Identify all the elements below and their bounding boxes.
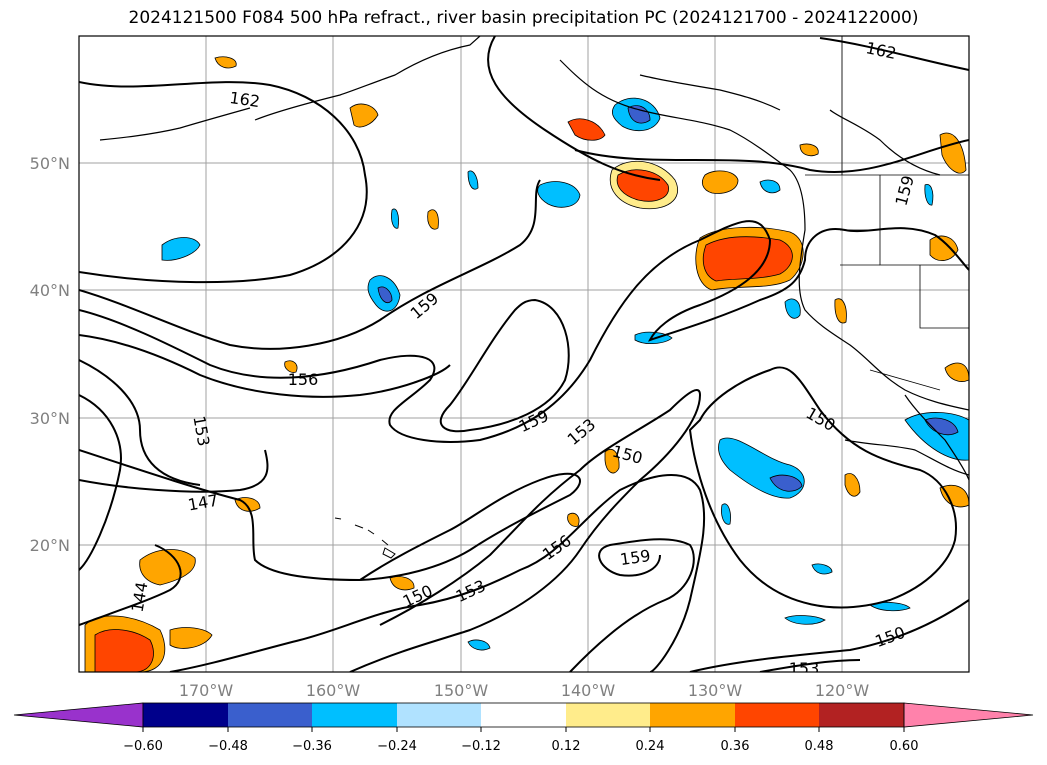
lat-label-50n: 50°N xyxy=(30,154,70,173)
positive-anomaly-patch xyxy=(702,236,793,282)
map-frame xyxy=(78,35,970,673)
colorbar-segment xyxy=(312,703,397,727)
positive-anomaly-patch xyxy=(389,576,415,591)
colorbar-segment xyxy=(228,703,312,727)
positive-anomaly-patch xyxy=(284,360,298,373)
latitude-labels: 50°N 40°N 30°N 20°N xyxy=(30,154,70,555)
hawaiian-islands xyxy=(334,517,396,559)
lat-label-40n: 40°N xyxy=(30,281,70,300)
positive-anomaly-patch xyxy=(701,170,739,194)
colorbar-segment xyxy=(481,703,566,727)
colorbar-ticks xyxy=(142,727,905,732)
negative-anomaly-patch xyxy=(161,237,201,261)
colorbar: −0.60 −0.48 −0.36 −0.24 −0.12 0.12 0.24 … xyxy=(13,702,1034,754)
positive-anomaly-patch xyxy=(834,298,847,324)
colorbar-segment xyxy=(819,703,904,727)
map-area xyxy=(79,36,969,672)
colorbar-tick-label: −0.48 xyxy=(208,739,248,754)
map-title: 2024121500 F084 500 hPa refract., river … xyxy=(128,8,919,28)
colorbar-tick-label: −0.36 xyxy=(292,739,332,754)
positive-anomaly-patch xyxy=(427,209,439,230)
negative-anomaly-patch xyxy=(537,181,581,208)
gridlines xyxy=(79,36,969,672)
precip-anomaly-patches xyxy=(84,56,969,672)
negative-anomaly-patch xyxy=(627,105,651,124)
colorbar-tick-label: 0.12 xyxy=(552,739,581,754)
positive-anomaly-patch xyxy=(929,235,959,261)
negative-anomaly-patch xyxy=(721,503,731,525)
colorbar-tick-label: 0.36 xyxy=(721,739,750,754)
negative-anomaly-patch xyxy=(811,563,833,575)
positive-anomaly-patch xyxy=(604,448,620,474)
positive-anomaly-patch xyxy=(616,169,669,202)
negative-anomaly-patch xyxy=(924,183,934,206)
colorbar-tick-label: 0.24 xyxy=(636,739,665,754)
negative-anomaly-patch xyxy=(467,639,491,651)
lon-label-140w: 140°W xyxy=(561,681,616,700)
colorbar-tick-label: 0.60 xyxy=(890,739,919,754)
negative-anomaly-patch xyxy=(467,170,479,190)
lon-label-120w: 120°W xyxy=(815,681,870,700)
colorbar-segment xyxy=(566,703,650,727)
negative-anomaly-patch xyxy=(391,208,399,229)
lon-label-150w: 150°W xyxy=(434,681,489,700)
contour-label: 156 xyxy=(288,370,319,389)
positive-anomaly-patch xyxy=(844,473,861,497)
positive-anomaly-patch xyxy=(169,627,213,649)
positive-anomaly-patch xyxy=(944,362,969,382)
colorbar-tick-label: −0.12 xyxy=(461,739,501,754)
contour-label: 162 xyxy=(228,88,261,111)
colorbar-tick-label: −0.60 xyxy=(123,739,163,754)
colorbar-segment xyxy=(143,703,228,727)
negative-anomaly-patch xyxy=(784,615,826,625)
colorbar-segment xyxy=(735,703,819,727)
negative-anomaly-patch xyxy=(784,298,801,319)
negative-anomaly-patch xyxy=(924,417,959,436)
colorbar-extend-high xyxy=(903,702,1034,728)
lon-label-130w: 130°W xyxy=(688,681,743,700)
colorbar-tick-label: −0.24 xyxy=(377,739,417,754)
positive-anomaly-patch xyxy=(567,512,580,527)
colorbar-extend-low xyxy=(13,702,144,728)
colorbar-tick-label: 0.48 xyxy=(805,739,834,754)
negative-anomaly-patch xyxy=(769,474,803,492)
positive-anomaly-patch xyxy=(567,118,606,141)
coastlines xyxy=(99,36,969,481)
positive-anomaly-patch xyxy=(214,56,237,69)
lat-label-20n: 20°N xyxy=(30,536,70,555)
lon-label-170w: 170°W xyxy=(179,681,234,700)
positive-anomaly-patch xyxy=(349,103,379,128)
negative-anomaly-patch xyxy=(377,286,393,304)
positive-anomaly-patch xyxy=(799,143,819,157)
contour-label: 153 xyxy=(789,659,820,678)
colorbar-segment xyxy=(650,703,735,727)
colorbar-segment xyxy=(397,703,481,727)
positive-anomaly-patch xyxy=(939,484,969,508)
contour-label: 159 xyxy=(619,546,652,569)
longitude-labels: 170°W 160°W 150°W 140°W 130°W 120°W xyxy=(179,681,870,700)
negative-anomaly-patch xyxy=(759,179,781,194)
height-contours xyxy=(79,36,969,672)
lon-label-160w: 160°W xyxy=(306,681,361,700)
lat-label-30n: 30°N xyxy=(30,409,70,428)
